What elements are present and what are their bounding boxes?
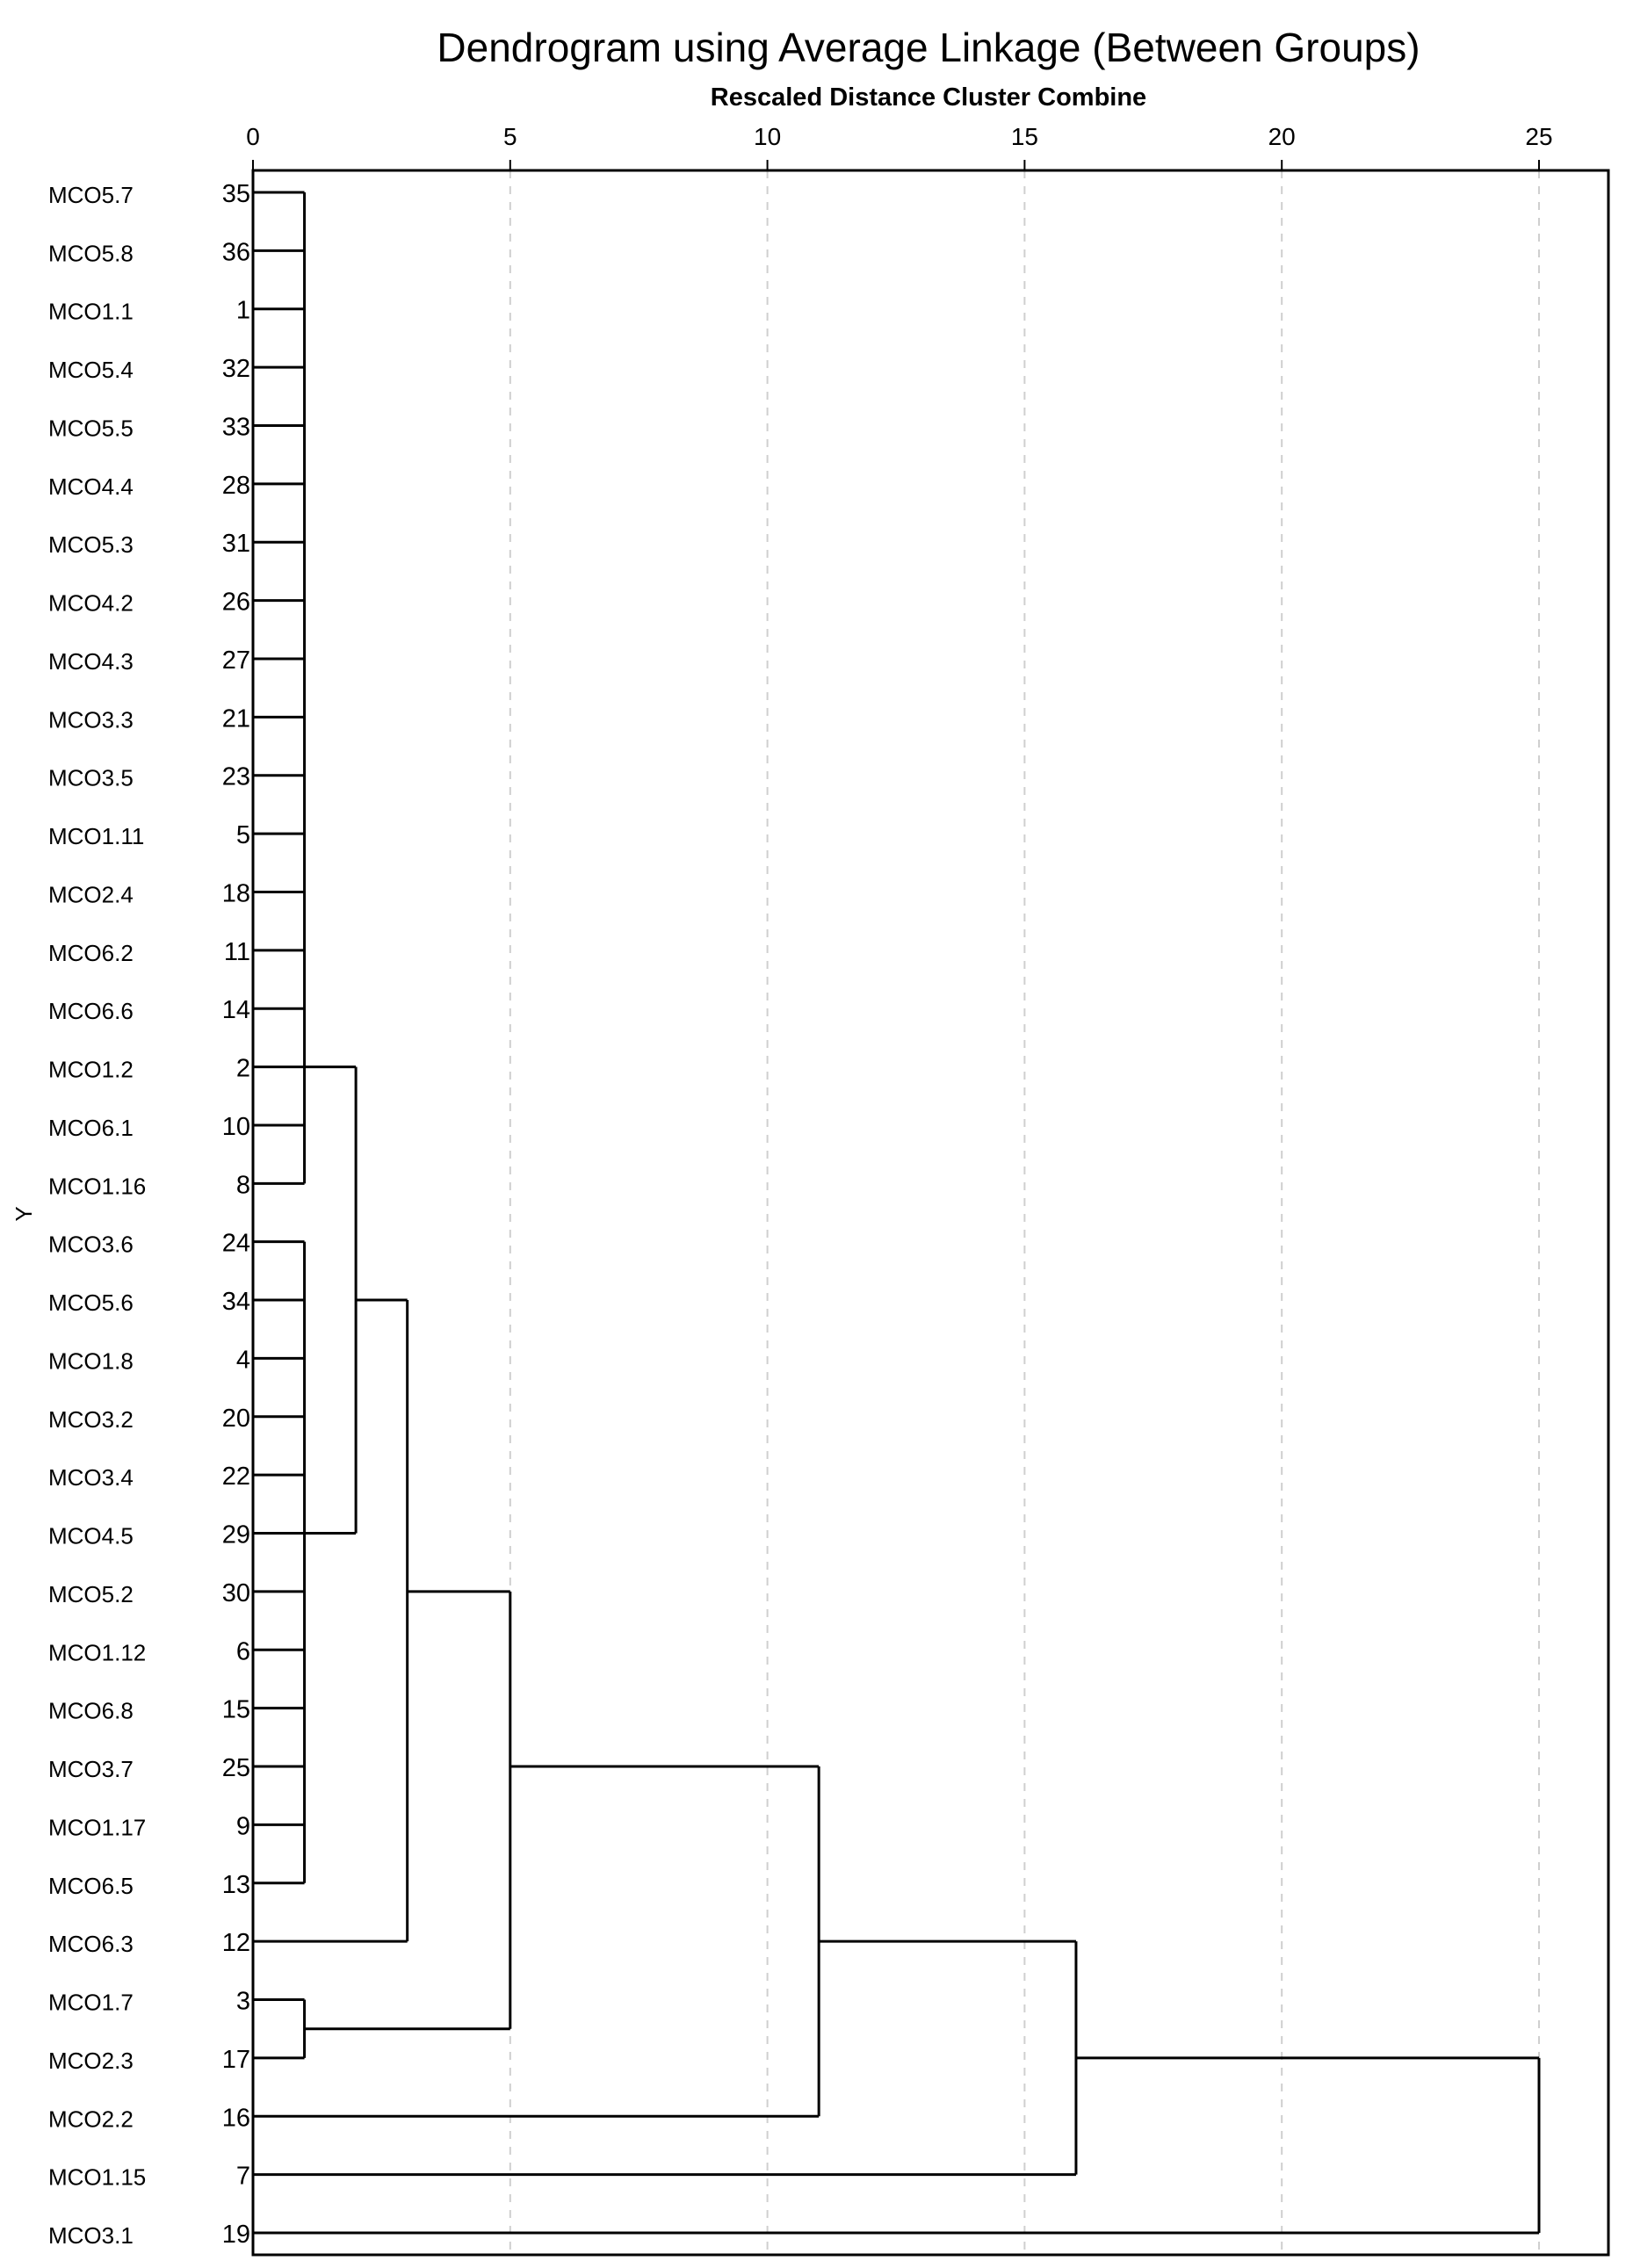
- leaf-id: 28: [222, 472, 250, 500]
- leaf-label: MCO6.8: [48, 1698, 134, 1724]
- leaf-label: MCO5.2: [48, 1581, 134, 1607]
- leaf-id: 2: [236, 1055, 250, 1083]
- leaf-label: MCO1.2: [48, 1057, 134, 1083]
- leaf-id: 11: [224, 938, 250, 966]
- leaf-label: MCO6.5: [48, 1873, 134, 1899]
- leaf-id: 35: [222, 180, 250, 208]
- leaf-id: 8: [236, 1171, 250, 1199]
- y-axis-label: Y: [11, 1206, 37, 1221]
- leaf-label: MCO3.4: [48, 1464, 134, 1491]
- x-tick-label: 5: [503, 123, 517, 150]
- leaf-id: 26: [222, 589, 250, 617]
- chart-title: Dendrogram using Average Linkage (Betwee…: [437, 25, 1420, 70]
- leaf-id: 27: [222, 646, 250, 675]
- leaf-label: MCO6.2: [48, 940, 134, 966]
- leaf-id: 20: [222, 1405, 250, 1433]
- leaf-id: 21: [222, 704, 250, 733]
- leaf-label: MCO1.15: [48, 2164, 146, 2191]
- leaf-id: 5: [236, 821, 250, 849]
- x-tick-label: 25: [1525, 123, 1552, 150]
- leaf-label: MCO5.5: [48, 415, 134, 441]
- leaf-id: 17: [222, 2046, 250, 2074]
- leaf-label: MCO3.3: [48, 706, 134, 733]
- leaf-id: 12: [222, 1929, 250, 1957]
- leaf-label: MCO2.2: [48, 2105, 134, 2132]
- leaf-id: 18: [222, 879, 250, 907]
- leaf-label: MCO5.7: [48, 182, 134, 208]
- dendrogram-tree: [253, 191, 1541, 2235]
- leaf-label: MCO1.11: [48, 823, 144, 849]
- leaf-ids: 3536132332831262721235181114210824344202…: [222, 180, 250, 2249]
- leaf-label: MCO1.17: [48, 1814, 146, 1840]
- leaf-id: 33: [222, 413, 250, 441]
- leaf-label: MCO4.3: [48, 648, 134, 675]
- leaf-id: 15: [222, 1696, 250, 1724]
- leaf-label: MCO3.7: [48, 1756, 134, 1782]
- leaf-id: 32: [222, 355, 250, 383]
- leaf-id: 16: [222, 2104, 250, 2132]
- leaf-label: MCO2.3: [48, 2048, 134, 2074]
- x-tick-label: 15: [1011, 123, 1038, 150]
- leaf-id: 6: [236, 1637, 250, 1665]
- leaf-label: MCO4.5: [48, 1523, 134, 1549]
- leaf-id: 1: [236, 297, 250, 325]
- leaf-label: MCO6.6: [48, 998, 134, 1024]
- leaf-label: MCO1.7: [48, 1990, 134, 2016]
- leaf-label: MCO4.2: [48, 590, 134, 617]
- leaf-label: MCO1.12: [48, 1639, 146, 1665]
- leaf-label: MCO3.6: [48, 1232, 134, 1258]
- leaf-id: 13: [222, 1871, 250, 1899]
- leaf-label: MCO6.3: [48, 1931, 134, 1957]
- leaf-id: 34: [222, 1288, 250, 1316]
- leaf-id: 23: [222, 763, 250, 791]
- leaf-label: MCO5.4: [48, 357, 134, 383]
- leaf-label: MCO4.4: [48, 473, 134, 500]
- leaf-id: 31: [222, 530, 250, 558]
- leaf-id: 29: [222, 1521, 250, 1549]
- leaf-label: MCO1.8: [48, 1347, 134, 1374]
- leaf-labels: MCO5.7 MCO5.8 MCO1.1 MCO5.4 MCO5.5 MCO4.4 MCO5…: [48, 182, 146, 2249]
- leaf-label: MCO1.16: [48, 1173, 146, 1199]
- leaf-label: MCO3.1: [48, 2222, 134, 2249]
- plot-frame: [251, 169, 1610, 2257]
- leaf-label: MCO1.1: [48, 299, 134, 325]
- leaf-id: 7: [236, 2163, 250, 2191]
- leaf-id: 14: [222, 996, 250, 1024]
- leaf-label: MCO2.4: [48, 881, 134, 907]
- leaf-id: 24: [222, 1230, 250, 1258]
- leaf-id: 9: [236, 1812, 250, 1840]
- leaf-label: MCO3.5: [48, 765, 134, 791]
- leaf-label: MCO6.1: [48, 1115, 134, 1141]
- x-tick-label: 0: [246, 123, 260, 150]
- leaf-id: 3: [236, 1988, 250, 2016]
- leaf-id: 36: [222, 238, 250, 266]
- leaf-id: 30: [222, 1579, 250, 1607]
- leaf-id: 10: [222, 1113, 250, 1141]
- leaf-id: 22: [222, 1463, 250, 1491]
- chart-subtitle: Rescaled Distance Cluster Combine: [711, 83, 1146, 112]
- leaf-id: 4: [236, 1346, 250, 1374]
- x-axis-ticks: 0 5 10 15 20 25: [246, 123, 1553, 170]
- x-tick-label: 10: [754, 123, 781, 150]
- leaf-label: MCO5.8: [48, 240, 134, 266]
- leaf-id: 19: [222, 2221, 250, 2249]
- x-tick-label: 20: [1268, 123, 1296, 150]
- leaf-label: MCO5.6: [48, 1289, 134, 1316]
- leaf-id: 25: [222, 1754, 250, 1782]
- leaf-label: MCO5.3: [48, 531, 134, 558]
- leaf-label: MCO3.2: [48, 1406, 134, 1433]
